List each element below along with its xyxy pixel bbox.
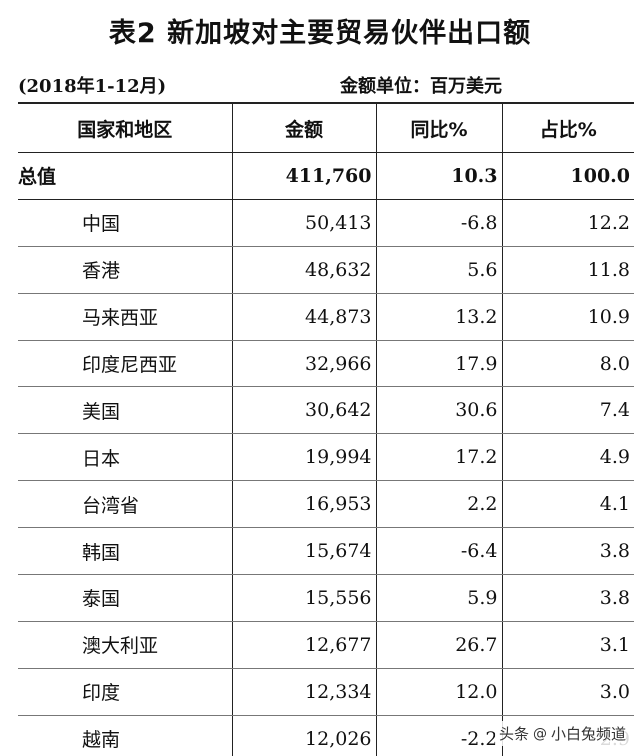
unit-label: 金额单位：百万美元	[340, 76, 502, 97]
period-label: (2018年1-12月)	[18, 76, 167, 97]
page-title: 表2 新加坡对主要贸易伙伴出口额	[108, 18, 532, 49]
amount-cell: 12,677	[231, 621, 376, 669]
share-cell: 4.9	[501, 433, 634, 482]
table-row: 韩国 15,674 -6.4 3.8	[18, 527, 634, 576]
yoy-cell: -6.4	[375, 527, 502, 576]
total-amount: 411,760	[231, 152, 376, 200]
total-row: 总值 411,760 10.3 100.0	[18, 152, 634, 200]
yoy-cell: 5.6	[375, 246, 502, 294]
table-row: 澳大利亚 12,677 26.7 3.1	[18, 621, 634, 669]
yoy-cell: 13.2	[375, 293, 502, 341]
amount-cell: 12,026	[231, 715, 376, 756]
yoy-cell: 5.9	[375, 574, 502, 622]
share-cell: 3.1	[501, 621, 634, 669]
table-row: 中国 50,413 -6.8 12.2	[18, 199, 634, 247]
watermark: 头条 @ 小白兔频道	[494, 721, 630, 746]
amount-cell: 12,334	[231, 668, 376, 716]
table-header-row: 国家和地区 金额 同比% 占比%	[18, 102, 634, 153]
share-cell: 10.9	[501, 293, 634, 341]
yoy-cell: 26.7	[375, 621, 502, 669]
share-cell: 3.0	[501, 668, 634, 716]
column-header-amount: 金额	[231, 102, 376, 153]
table-row: 美国 30,642 30.6 7.4	[18, 386, 634, 435]
table-row: 日本 19,994 17.2 4.9	[18, 433, 634, 482]
country-cell: 韩国	[18, 527, 232, 576]
column-header-country: 国家和地区	[18, 102, 232, 153]
country-cell: 美国	[18, 386, 232, 435]
yoy-cell: 2.2	[375, 480, 502, 529]
country-cell: 香港	[18, 246, 232, 294]
country-cell: 澳大利亚	[18, 621, 232, 669]
table-row: 台湾省 16,953 2.2 4.1	[18, 480, 634, 529]
yoy-cell: -2.2	[375, 715, 502, 756]
watermark-prefix: 头条	[498, 725, 529, 743]
at-icon: @	[532, 725, 547, 742]
total-share: 100.0	[501, 152, 634, 200]
amount-cell: 19,994	[231, 433, 376, 482]
amount-cell: 50,413	[231, 199, 376, 247]
total-name: 总值	[18, 152, 232, 200]
amount-cell: 15,674	[231, 527, 376, 576]
country-cell: 中国	[18, 199, 232, 247]
share-cell: 8.0	[501, 340, 634, 388]
share-cell: 3.8	[501, 527, 634, 576]
share-cell: 4.1	[501, 480, 634, 529]
table-row: 香港 48,632 5.6 11.8	[18, 246, 634, 294]
yoy-cell: 12.0	[375, 668, 502, 716]
amount-cell: 44,873	[231, 293, 376, 341]
table-row: 马来西亚 44,873 13.2 10.9	[18, 293, 634, 341]
table-row: 泰国 15,556 5.9 3.8	[18, 574, 634, 622]
table-row: 印度尼西亚 32,966 17.9 8.0	[18, 340, 634, 388]
amount-cell: 15,556	[231, 574, 376, 622]
yoy-cell: 17.2	[375, 433, 502, 482]
country-cell: 马来西亚	[18, 293, 232, 341]
watermark-handle: 小白兔频道	[550, 725, 626, 743]
amount-cell: 48,632	[231, 246, 376, 294]
share-cell: 7.4	[501, 386, 634, 435]
yoy-cell: 30.6	[375, 386, 502, 435]
table-row: 印度 12,334 12.0 3.0	[18, 668, 634, 716]
country-cell: 印度尼西亚	[18, 340, 232, 388]
column-header-yoy: 同比%	[375, 102, 502, 153]
amount-cell: 32,966	[231, 340, 376, 388]
share-cell: 11.8	[501, 246, 634, 294]
share-cell: 3.8	[501, 574, 634, 622]
share-cell: 12.2	[501, 199, 634, 247]
yoy-cell: -6.8	[375, 199, 502, 247]
country-cell: 台湾省	[18, 480, 232, 529]
country-cell: 越南	[18, 715, 232, 756]
country-cell: 印度	[18, 668, 232, 716]
amount-cell: 16,953	[231, 480, 376, 529]
column-header-share: 占比%	[501, 102, 634, 153]
country-cell: 日本	[18, 433, 232, 482]
amount-cell: 30,642	[231, 386, 376, 435]
total-yoy: 10.3	[375, 152, 502, 200]
yoy-cell: 17.9	[375, 340, 502, 388]
export-table: 国家和地区 金额 同比% 占比% 总值 411,760 10.3 100.0 中…	[18, 102, 634, 756]
country-cell: 泰国	[18, 574, 232, 622]
